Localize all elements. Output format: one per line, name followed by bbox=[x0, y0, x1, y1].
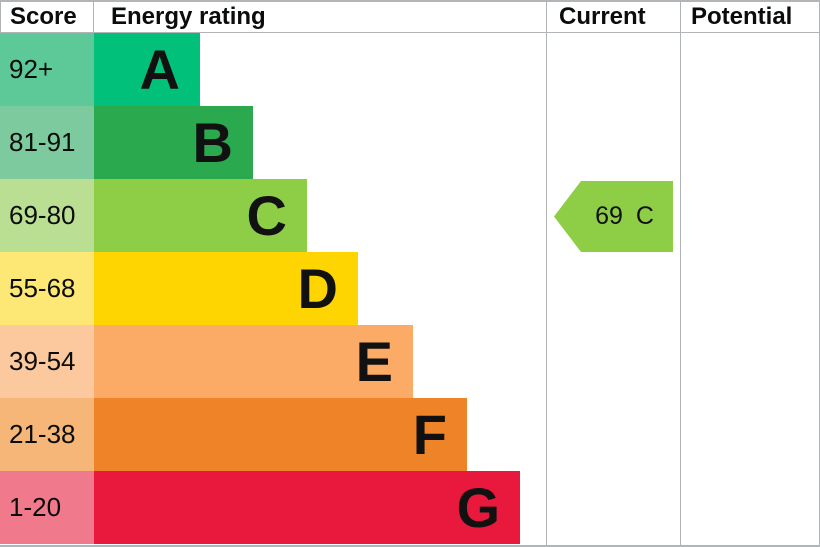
band-letter-f: F bbox=[412, 402, 447, 466]
rating-bar-a: A bbox=[94, 33, 200, 106]
band-row-b: 81-91 B bbox=[0, 106, 546, 179]
band-letter-a: A bbox=[139, 37, 180, 101]
header-potential: Potential bbox=[691, 3, 793, 30]
header-energy-rating: Energy rating bbox=[111, 3, 266, 30]
band-row-e: 39-54 E bbox=[0, 325, 546, 398]
band-row-a: 92+ A bbox=[0, 33, 546, 106]
score-range-c: 69-80 bbox=[0, 179, 94, 252]
divider-potential-column bbox=[680, 2, 681, 545]
header-current: Current bbox=[559, 3, 646, 30]
rating-bar-c: C bbox=[94, 179, 307, 252]
header-score: Score bbox=[1, 2, 94, 32]
band-letter-d: D bbox=[297, 256, 338, 320]
band-letter-c: C bbox=[246, 183, 287, 247]
rating-bar-f: F bbox=[94, 398, 467, 471]
score-range-e: 39-54 bbox=[0, 325, 94, 398]
band-letter-b: B bbox=[192, 110, 233, 174]
band-row-g: 1-20 G bbox=[0, 471, 546, 544]
divider-current-column bbox=[546, 2, 547, 545]
rating-bar-b: B bbox=[94, 106, 253, 179]
current-score-value: 69 bbox=[595, 202, 623, 230]
current-column: 69 C bbox=[547, 33, 680, 544]
score-range-f: 21-38 bbox=[0, 398, 94, 471]
rating-bar-e: E bbox=[94, 325, 413, 398]
header-row: Score Energy rating Current Potential bbox=[0, 2, 819, 33]
band-rows: 92+ A 81-91 B 69-80 C 55-68 D 39-54 bbox=[0, 33, 546, 544]
score-range-b: 81-91 bbox=[0, 106, 94, 179]
band-row-f: 21-38 F bbox=[0, 398, 546, 471]
score-range-d: 55-68 bbox=[0, 252, 94, 325]
band-row-d: 55-68 D bbox=[0, 252, 546, 325]
current-rating-arrow: 69 C bbox=[554, 181, 673, 252]
current-band-letter: C bbox=[635, 202, 654, 230]
band-row-c: 69-80 C bbox=[0, 179, 546, 252]
potential-column bbox=[681, 33, 819, 544]
rating-bar-g: G bbox=[94, 471, 520, 544]
score-range-g: 1-20 bbox=[0, 471, 94, 544]
band-letter-g: G bbox=[456, 475, 500, 539]
band-letter-e: E bbox=[355, 329, 393, 393]
rating-bar-d: D bbox=[94, 252, 358, 325]
score-range-a: 92+ bbox=[0, 33, 94, 106]
